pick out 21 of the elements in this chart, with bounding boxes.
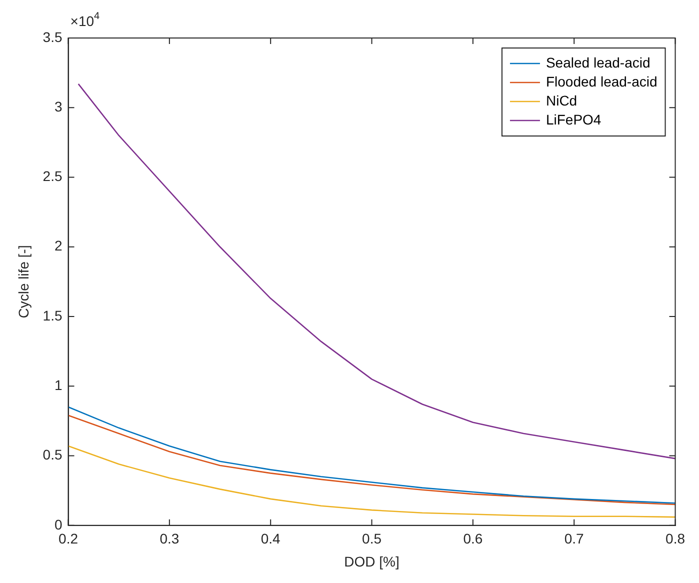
legend-label: LiFePO4 bbox=[546, 111, 602, 128]
x-tick-label: 0.3 bbox=[160, 530, 180, 547]
y-tick-label: 2 bbox=[54, 238, 62, 254]
x-tick-label: 0.2 bbox=[58, 530, 78, 547]
y-tick-label: 2.5 bbox=[42, 168, 62, 184]
y-tick-label: 1.5 bbox=[42, 307, 62, 324]
x-tick-label: 0.4 bbox=[260, 530, 281, 547]
legend-label: Sealed lead-acid bbox=[546, 54, 650, 70]
x-tick-label: 0.7 bbox=[564, 530, 584, 547]
x-tick-label: 0.5 bbox=[362, 530, 382, 547]
y-axis-title: Cycle life [-] bbox=[15, 245, 32, 318]
y-tick-label: 1 bbox=[54, 377, 62, 393]
y-tick-label: 0 bbox=[54, 516, 62, 532]
legend-label: NiCd bbox=[546, 92, 578, 108]
y-tick-label: 3.5 bbox=[42, 28, 62, 45]
y-tick-label: 3 bbox=[54, 98, 62, 114]
x-tick-label: 0.6 bbox=[463, 530, 483, 547]
legend-label: Flooded lead-acid bbox=[546, 73, 658, 90]
x-tick-label: 0.8 bbox=[666, 530, 686, 547]
x-axis-title: DOD [%] bbox=[344, 553, 400, 570]
y-tick-label: 0.5 bbox=[42, 446, 62, 463]
